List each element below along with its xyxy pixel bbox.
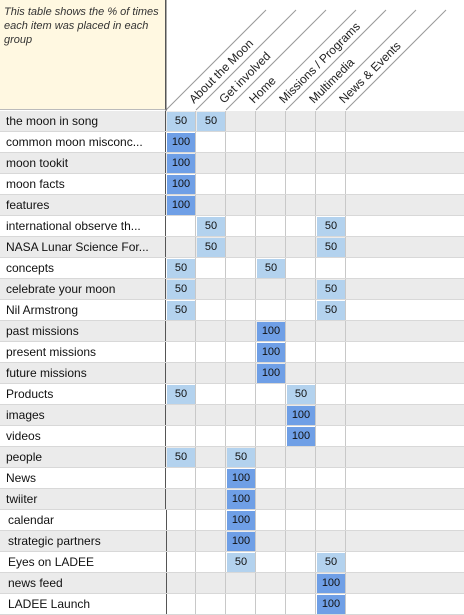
table-row: moon facts 100 xyxy=(0,174,464,195)
table-row: news feed 100 xyxy=(0,573,464,594)
value-cell: 50 xyxy=(197,112,225,131)
table-row: images 100 xyxy=(0,405,464,426)
value-cell: 100 xyxy=(167,196,195,215)
table-body: the moon in song 50 50 common moon misconc.… xyxy=(0,111,464,615)
row-label: common moon misconc... xyxy=(6,135,143,149)
table-row: News 100 xyxy=(0,468,464,489)
value-cell: 100 xyxy=(287,427,315,446)
table-row: common moon misconc... 100 xyxy=(0,132,464,153)
header-divider xyxy=(195,9,297,111)
value-cell: 100 xyxy=(257,322,285,341)
value-cell: 100 xyxy=(317,574,345,593)
row-label: twiiter xyxy=(6,492,38,506)
value-cell: 50 xyxy=(227,448,255,467)
value-cell: 50 xyxy=(167,259,195,278)
value-cell: 50 xyxy=(197,217,225,236)
value-cell: 100 xyxy=(227,490,255,509)
value-cell: 100 xyxy=(227,469,255,488)
row-label: international observe th... xyxy=(6,219,141,233)
value-cell: 50 xyxy=(227,553,255,572)
row-label: Products xyxy=(6,387,54,401)
table-row: strategic partners 100 xyxy=(0,531,464,552)
row-label: future missions xyxy=(6,366,87,380)
value-cell: 50 xyxy=(167,112,195,131)
row-label: past missions xyxy=(6,324,79,338)
table-row: present missions 100 xyxy=(0,342,464,363)
table-row: videos 100 xyxy=(0,426,464,447)
table-row: Eyes on LADEE 50 50 xyxy=(0,552,464,573)
value-cell: 100 xyxy=(227,511,255,530)
value-cell: 50 xyxy=(317,280,345,299)
table-row: NASA Lunar Science For... 50 50 xyxy=(0,237,464,258)
table-row: twiiter 100 xyxy=(0,489,464,510)
value-cell: 50 xyxy=(167,301,195,320)
value-cell: 50 xyxy=(317,301,345,320)
value-cell: 50 xyxy=(167,448,195,467)
row-label: present missions xyxy=(6,345,97,359)
row-label: NASA Lunar Science For... xyxy=(6,240,149,254)
value-cell: 100 xyxy=(287,406,315,425)
value-cell: 50 xyxy=(317,238,345,257)
table-row: international observe th... 50 50 xyxy=(0,216,464,237)
header-divider xyxy=(165,9,267,111)
row-label: people xyxy=(6,450,43,464)
table-row: Products 50 50 xyxy=(0,384,464,405)
value-cell: 100 xyxy=(167,133,195,152)
row-label: moon facts xyxy=(6,177,65,191)
header-divider xyxy=(345,9,447,111)
header-divider xyxy=(255,9,357,111)
row-label: celebrate your moon xyxy=(6,282,116,296)
table-row: future missions 100 xyxy=(0,363,464,384)
row-label: strategic partners xyxy=(8,534,101,548)
row-label: News xyxy=(6,471,37,485)
row-label: the moon in song xyxy=(6,114,99,128)
table-row: features 100 xyxy=(0,195,464,216)
value-cell: 100 xyxy=(257,364,285,383)
value-cell: 100 xyxy=(167,175,195,194)
row-label: moon tookit xyxy=(6,156,69,170)
row-label: images xyxy=(6,408,45,422)
table-note: This table shows the % of times each ite… xyxy=(0,0,166,110)
table-row: people 50 50 xyxy=(0,447,464,468)
value-cell: 50 xyxy=(167,385,195,404)
value-cell: 50 xyxy=(197,238,225,257)
table-row: calendar 100 xyxy=(0,510,464,531)
row-label: Eyes on LADEE xyxy=(8,555,95,569)
header-divider xyxy=(285,9,387,111)
value-cell: 50 xyxy=(167,280,195,299)
value-cell: 50 xyxy=(287,385,315,404)
row-label: concepts xyxy=(6,261,55,275)
table-row: LADEE Launch 100 xyxy=(0,594,464,615)
row-label: news feed xyxy=(8,576,63,590)
row-label: calendar xyxy=(8,513,55,527)
table-row: concepts 50 50 xyxy=(0,258,464,279)
value-cell: 50 xyxy=(317,217,345,236)
table-row: Nil Armstrong 50 50 xyxy=(0,300,464,321)
table-row: moon tookit 100 xyxy=(0,153,464,174)
value-cell: 100 xyxy=(167,154,195,173)
value-cell: 100 xyxy=(227,532,255,551)
row-label: Nil Armstrong xyxy=(6,303,79,317)
row-label: features xyxy=(6,198,50,212)
header-divider xyxy=(225,9,327,111)
value-cell: 100 xyxy=(257,343,285,362)
row-label: LADEE Launch xyxy=(8,597,91,611)
header-divider xyxy=(315,9,417,111)
value-cell: 50 xyxy=(317,553,345,572)
table-row: past missions 100 xyxy=(0,321,464,342)
value-cell: 50 xyxy=(257,259,285,278)
table-row: celebrate your moon 50 50 xyxy=(0,279,464,300)
value-cell: 100 xyxy=(317,595,345,614)
table-row: the moon in song 50 50 xyxy=(0,111,464,132)
row-label: videos xyxy=(6,429,41,443)
